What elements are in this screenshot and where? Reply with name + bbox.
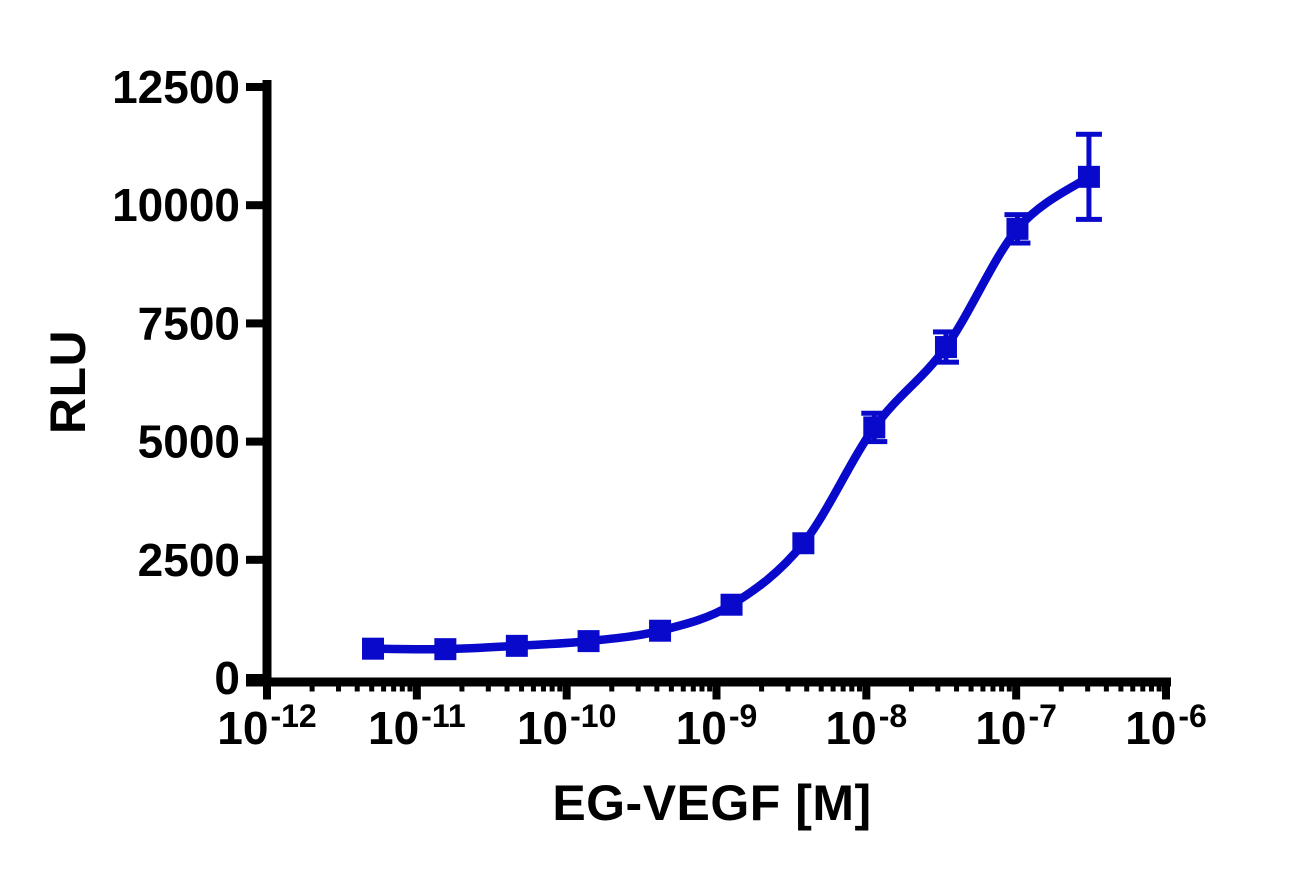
x-axis-minor-tick xyxy=(519,681,525,692)
data-point-marker xyxy=(934,336,957,359)
x-axis-minor-tick xyxy=(830,681,836,692)
x-axis-minor-tick xyxy=(1103,681,1109,692)
x-axis-minor-tick xyxy=(391,681,397,692)
error-bar-cap-bottom xyxy=(861,439,888,445)
x-axis-minor-tick xyxy=(1118,681,1124,692)
x-axis-major-tick xyxy=(412,681,421,700)
y-axis-title: RLU xyxy=(40,329,96,435)
y-axis-line xyxy=(262,80,272,687)
x-axis-minor-tick xyxy=(759,681,765,692)
error-bar-cap-top xyxy=(1075,131,1102,137)
x-axis-minor-tick xyxy=(840,681,846,692)
x-axis-minor-tick xyxy=(680,681,686,692)
x-axis-minor-tick xyxy=(335,681,341,692)
x-axis-tick-label: 10-9 xyxy=(676,698,758,754)
error-bar-cap-top xyxy=(861,410,888,416)
x-axis-minor-tick xyxy=(980,681,986,692)
x-axis-minor-tick xyxy=(309,681,315,692)
x-axis-minor-tick xyxy=(1140,681,1146,692)
data-point-marker xyxy=(649,619,672,642)
fitted-curve xyxy=(368,172,1094,654)
error-bar-cap-bottom xyxy=(932,359,959,365)
x-axis-major-tick xyxy=(562,681,571,700)
x-axis-minor-tick xyxy=(540,681,546,692)
error-bar-cap-top xyxy=(1004,212,1031,218)
x-axis-title: EG-VEGF [M] xyxy=(552,775,872,831)
x-axis-major-tick xyxy=(1162,681,1170,700)
x-axis-minor-tick xyxy=(485,681,491,692)
x-axis-minor-tick xyxy=(1156,681,1162,692)
y-axis-tick-label: 5000 xyxy=(138,416,240,468)
x-axis-minor-tick xyxy=(1085,681,1091,692)
x-axis-minor-tick xyxy=(399,681,405,692)
y-axis-tick xyxy=(246,555,267,564)
x-axis-minor-tick xyxy=(908,681,914,692)
x-axis-tick-label: 10-7 xyxy=(975,698,1057,754)
x-axis-minor-tick xyxy=(1148,681,1154,692)
error-bar-cap-bottom xyxy=(1004,240,1031,246)
error-bar-cap-top xyxy=(932,329,959,335)
x-axis-tick-label: 10-12 xyxy=(217,698,316,754)
y-axis-tick xyxy=(246,319,267,328)
y-axis-tick xyxy=(246,201,267,210)
x-axis-minor-tick xyxy=(654,681,660,692)
x-axis-minor-tick xyxy=(609,681,615,692)
x-axis-minor-tick xyxy=(999,681,1005,692)
error-bar-cap-bottom xyxy=(1075,216,1102,222)
y-axis-tick-label: 10000 xyxy=(112,179,240,231)
x-axis-minor-tick xyxy=(935,681,941,692)
x-axis-minor-tick xyxy=(369,681,375,692)
x-axis-minor-tick xyxy=(990,681,996,692)
x-axis-minor-tick xyxy=(635,681,641,692)
x-axis-minor-tick xyxy=(849,681,855,692)
x-axis-tick-label: 10-11 xyxy=(368,698,466,754)
y-axis-tick-label: 0 xyxy=(214,652,240,704)
x-axis-minor-tick xyxy=(1058,681,1064,692)
data-point-marker xyxy=(434,638,457,661)
x-axis-major-tick xyxy=(712,681,721,700)
x-axis-major-tick xyxy=(862,681,871,700)
x-axis-minor-tick xyxy=(1130,681,1136,692)
y-axis-tick xyxy=(246,437,267,446)
x-axis-minor-tick xyxy=(690,681,696,692)
x-axis-minor-tick xyxy=(804,681,810,692)
data-point-marker xyxy=(863,416,886,439)
x-axis-minor-tick xyxy=(954,681,960,692)
data-point-marker xyxy=(792,532,815,555)
data-point-marker xyxy=(577,630,600,653)
x-axis-minor-tick xyxy=(381,681,387,692)
x-axis-major-tick xyxy=(263,681,271,700)
x-axis-major-tick xyxy=(1012,681,1021,700)
data-point-marker xyxy=(1077,165,1100,188)
y-axis-tick xyxy=(246,83,267,91)
x-axis-minor-tick xyxy=(785,681,791,692)
data-point-marker xyxy=(720,593,743,616)
x-axis-minor-tick xyxy=(668,681,674,692)
x-axis-minor-tick xyxy=(557,681,563,692)
x-axis-tick-label: 10-6 xyxy=(1125,698,1207,754)
x-axis-minor-tick xyxy=(354,681,360,692)
x-axis-minor-tick xyxy=(699,681,705,692)
x-axis-tick-label: 10-8 xyxy=(826,698,908,754)
x-axis-minor-tick xyxy=(549,681,555,692)
y-axis-tick-label: 2500 xyxy=(138,534,240,586)
x-axis-minor-tick xyxy=(530,681,536,692)
data-point-marker xyxy=(505,634,528,657)
x-axis-tick-label: 10-10 xyxy=(517,698,616,754)
data-point-marker xyxy=(362,637,385,660)
x-axis-minor-tick xyxy=(856,681,862,692)
data-point-marker xyxy=(1006,217,1029,240)
y-axis-tick xyxy=(246,674,267,682)
x-axis-minor-tick xyxy=(504,681,510,692)
x-axis-minor-tick xyxy=(1006,681,1012,692)
x-axis-minor-tick xyxy=(968,681,974,692)
x-axis-minor-tick xyxy=(459,681,465,692)
x-axis-minor-tick xyxy=(818,681,824,692)
y-axis-tick-label: 12500 xyxy=(112,61,240,113)
x-axis-minor-tick xyxy=(707,681,713,692)
x-axis-minor-tick xyxy=(407,681,413,692)
y-axis-tick-label: 7500 xyxy=(138,297,240,349)
